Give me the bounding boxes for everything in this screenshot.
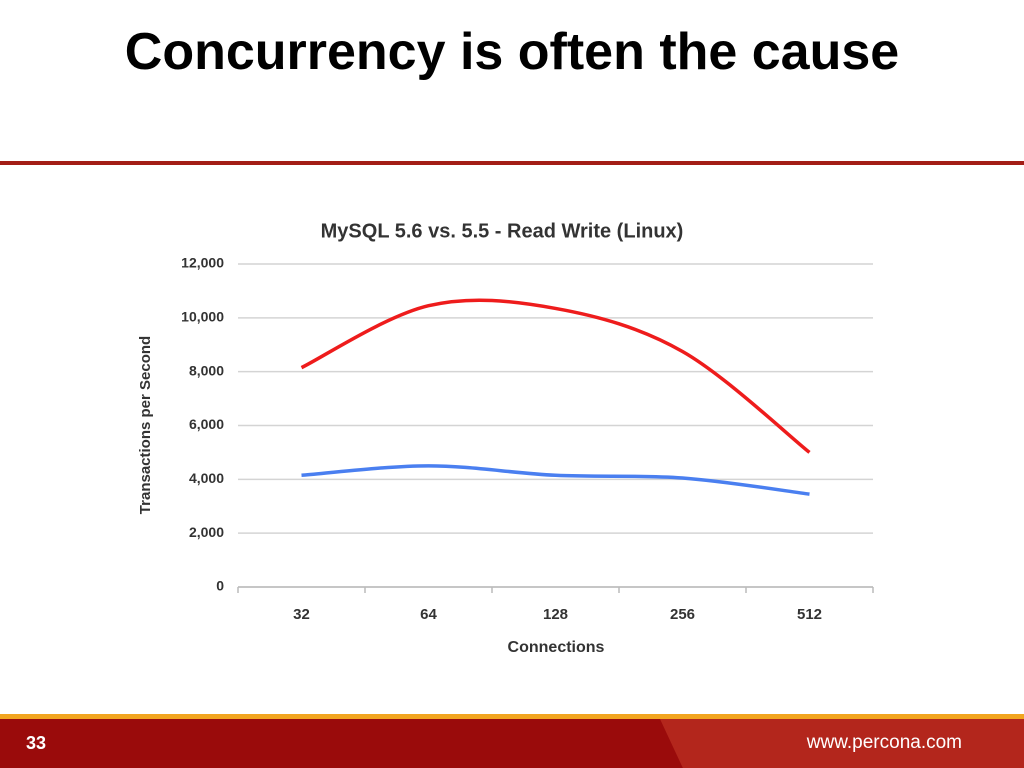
x-tick-label: 64	[420, 606, 437, 623]
y-tick-label: 4,000	[189, 470, 224, 486]
y-tick-label: 2,000	[189, 524, 224, 540]
x-tick-label: 256	[670, 606, 695, 623]
y-tick-label: 10,000	[181, 309, 224, 325]
y-tick-label: 8,000	[189, 362, 224, 378]
footer: 33 www.percona.com	[0, 719, 1024, 768]
series-line	[301, 464, 810, 496]
title-rule	[0, 161, 1024, 165]
x-axis-label: Connections	[508, 639, 605, 656]
y-axis-label: Transactions per Second	[137, 336, 154, 514]
y-tick-label: 12,000	[181, 255, 224, 271]
series-line	[300, 298, 811, 454]
x-tick-label: 32	[293, 606, 310, 623]
footer-line	[0, 714, 1024, 719]
y-tick-label: 6,000	[189, 416, 224, 432]
page-number: 33	[26, 733, 47, 753]
chart-title: MySQL 5.6 vs. 5.5 - Read Write (Linux)	[321, 220, 684, 242]
x-tick-label: 512	[797, 606, 822, 623]
footer-url: www.percona.com	[806, 732, 962, 753]
y-tick-label: 0	[216, 578, 224, 594]
x-tick-label: 128	[543, 606, 568, 623]
slide-title: Concurrency is often the cause	[124, 23, 900, 81]
